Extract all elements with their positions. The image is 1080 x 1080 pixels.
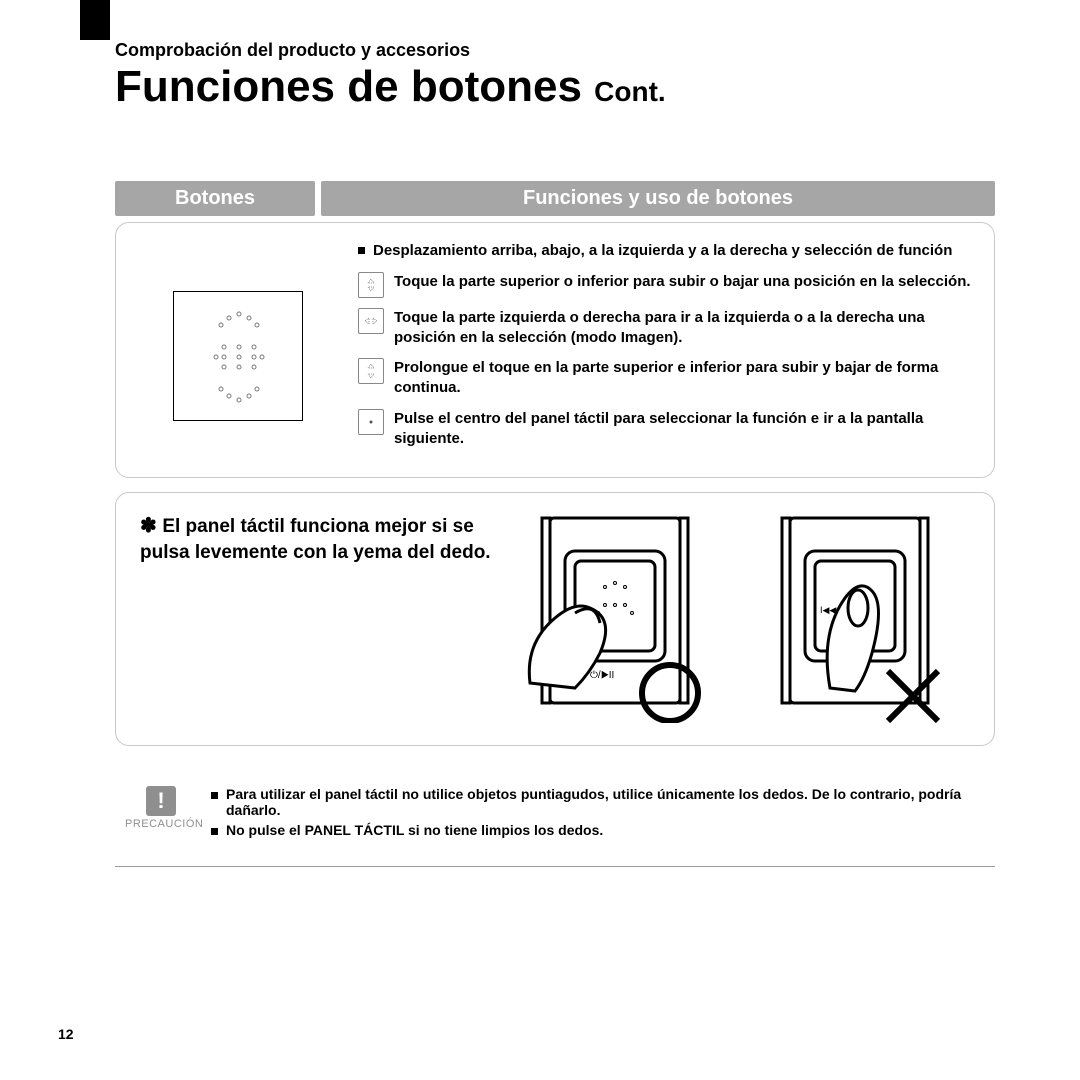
function-panel: Desplazamiento arriba, abajo, a la izqui… [115, 222, 995, 478]
instruction-item: Pulse el centro del panel táctil para se… [358, 409, 972, 450]
instruction-item: Toque la parte superior o inferior para … [358, 272, 972, 298]
caution-block: ! PRECAUCIÓN Para utilizar el panel táct… [115, 786, 995, 852]
section-subheader: Comprobación del producto y accesorios [115, 40, 1020, 61]
caution-icon: ! [146, 786, 176, 816]
instruction-item: Prolongue el toque en la parte superior … [358, 358, 972, 399]
col-buttons: Botones [115, 181, 315, 216]
caution-item: Para utilizar el panel táctil no utilice… [211, 786, 985, 818]
section-tab [80, 0, 110, 40]
bullet-icon [211, 792, 218, 799]
instruction-item: Toque la parte izquierda o derecha para … [358, 308, 972, 349]
divider [115, 866, 995, 867]
tip-text: ✽ El panel táctil funciona mejor si se p… [140, 513, 500, 566]
title-main: Funciones de botones [115, 62, 582, 111]
svg-text:⏻/▶II: ⏻/▶II [590, 670, 614, 681]
caution-label: PRECAUCIÓN [125, 818, 197, 830]
center-press-icon [358, 409, 384, 435]
caution-item: No pulse el PANEL TÁCTIL si no tiene lim… [211, 822, 985, 838]
page-title: Funciones de botones Cont. [115, 63, 1020, 111]
leftright-icon [358, 308, 384, 334]
hold-updown-icon [358, 358, 384, 384]
bullet-icon [358, 247, 365, 254]
touchpad-icon [173, 291, 303, 421]
bullet-icon [211, 828, 218, 835]
svg-text:I◀◀: I◀◀ [820, 605, 836, 615]
button-icon-cell [138, 241, 338, 421]
table-header: Botones Funciones y uso de botones [115, 181, 995, 216]
updown-icon [358, 272, 384, 298]
tip-panel: ✽ El panel táctil funciona mejor si se p… [115, 492, 995, 746]
correct-touch-illustration: ⏻/▶II [520, 513, 730, 723]
incorrect-touch-illustration: I◀◀ [760, 513, 970, 723]
asterisk-icon: ✽ [140, 515, 162, 537]
lead-text: Desplazamiento arriba, abajo, a la izqui… [358, 241, 972, 261]
title-cont: Cont. [594, 76, 666, 107]
col-functions: Funciones y uso de botones [321, 181, 995, 216]
page-number: 12 [58, 1026, 74, 1042]
